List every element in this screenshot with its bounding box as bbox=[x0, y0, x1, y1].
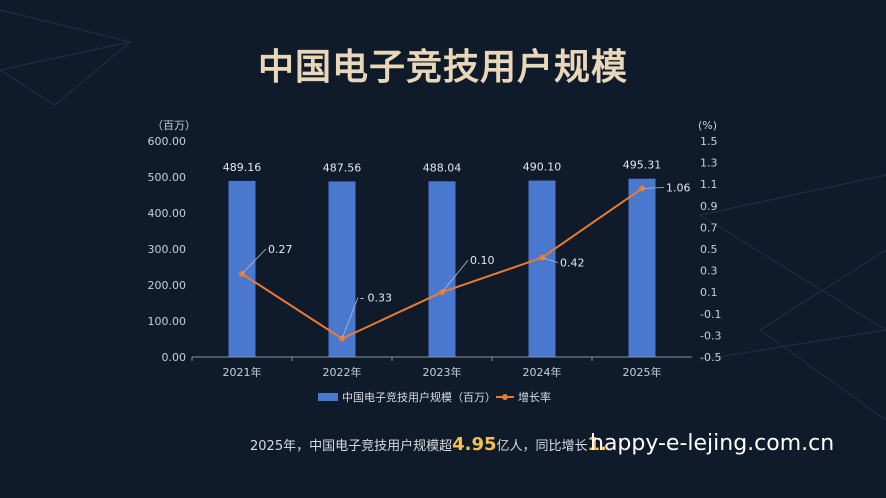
summary-prefix: 2025年，中国电子竞技用户规模超 bbox=[250, 439, 453, 454]
summary-middle: 亿人，同比增长 bbox=[496, 439, 588, 454]
legend-swatch-point bbox=[502, 394, 508, 400]
left-axis-unit: （百万） bbox=[152, 119, 196, 132]
left-axis-tick-label: 0.00 bbox=[162, 351, 187, 364]
bar-value-label: 490.10 bbox=[523, 161, 562, 174]
x-axis-tick-label: 2024年 bbox=[523, 365, 562, 379]
right-axis-tick-label: 1.1 bbox=[700, 178, 718, 191]
page-title: 中国电子竞技用户规模 bbox=[257, 47, 628, 88]
right-axis-tick-label: 0.9 bbox=[700, 200, 718, 213]
left-axis-tick-label: 400.00 bbox=[148, 207, 187, 220]
data-label-leader bbox=[241, 248, 267, 275]
bar-value-label: 489.16 bbox=[223, 161, 262, 174]
x-axis-tick-label: 2021年 bbox=[223, 365, 262, 379]
left-axis-tick-label: 300.00 bbox=[148, 243, 187, 256]
legend-swatch-bar bbox=[318, 393, 338, 401]
right-axis-unit: (%) bbox=[698, 119, 717, 132]
line-value-label: 0.10 bbox=[470, 254, 495, 267]
right-axis-tick-label: 0.3 bbox=[700, 265, 718, 278]
left-axis-tick-label: 100.00 bbox=[148, 315, 187, 328]
x-axis-tick-label: 2023年 bbox=[423, 365, 462, 379]
data-label-leader bbox=[341, 297, 359, 339]
line-value-label: 1.06 bbox=[666, 182, 691, 195]
line-value-label: 0.42 bbox=[560, 257, 585, 270]
right-axis-tick-label: 1.5 bbox=[700, 135, 718, 148]
right-axis-tick-label: 1.3 bbox=[700, 157, 718, 170]
right-axis-tick-label: 0.1 bbox=[700, 286, 718, 299]
left-axis-tick-label: 200.00 bbox=[148, 279, 187, 292]
right-axis-tick-label: 0.5 bbox=[700, 243, 718, 256]
summary-text: 2025年，中国电子竞技用户规模超4.95亿人，同比增长1. bbox=[250, 434, 607, 455]
left-axis-tick-label: 500.00 bbox=[148, 171, 187, 184]
x-axis-tick-label: 2025年 bbox=[623, 365, 662, 379]
bar bbox=[428, 181, 456, 357]
data-label-leader bbox=[541, 257, 559, 264]
bar-value-label: 487.56 bbox=[323, 161, 362, 174]
legend-label-line: 增长率 bbox=[518, 390, 551, 404]
right-axis-tick-label: -0.1 bbox=[700, 308, 721, 321]
line-value-label: - 0.33 bbox=[360, 292, 392, 305]
bar-value-label: 488.04 bbox=[423, 161, 462, 174]
summary-highlight-growth: 1. bbox=[587, 434, 607, 455]
bar bbox=[628, 178, 656, 357]
legend-label-bar: 中国电子竞技用户规模（百万） bbox=[342, 390, 496, 404]
line-value-label: 0.27 bbox=[268, 243, 293, 256]
right-axis-tick-label: -0.3 bbox=[700, 329, 721, 342]
data-label-leader bbox=[441, 259, 469, 293]
x-axis-tick-label: 2022年 bbox=[323, 365, 362, 379]
bar bbox=[528, 180, 556, 357]
bar bbox=[328, 181, 356, 357]
bar-value-label: 495.31 bbox=[623, 159, 662, 172]
data-label-leader bbox=[641, 187, 665, 189]
watermark: happy-e-lejing.com.cn bbox=[590, 431, 835, 456]
summary-highlight-value: 4.95 bbox=[452, 434, 497, 455]
left-axis-tick-label: 600.00 bbox=[148, 135, 187, 148]
right-axis-tick-label: 0.7 bbox=[700, 221, 718, 234]
bar bbox=[228, 180, 256, 357]
right-axis-tick-label: -0.5 bbox=[700, 351, 721, 364]
